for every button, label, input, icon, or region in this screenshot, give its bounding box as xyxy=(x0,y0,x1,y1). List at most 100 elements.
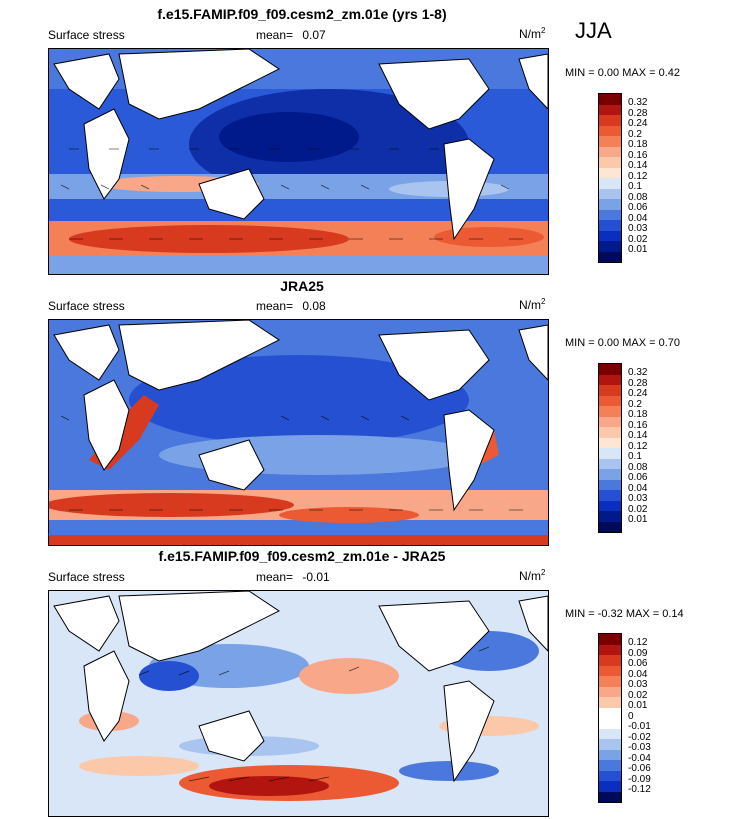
min-value: 0.00 xyxy=(597,67,620,79)
colorbar-swatch xyxy=(599,791,621,802)
colorbar-swatch xyxy=(599,469,621,480)
mean-label: mean= xyxy=(256,570,294,584)
max-value: 0.42 xyxy=(658,67,681,79)
colorbar-swatch xyxy=(599,770,621,781)
colorbar-swatch xyxy=(599,718,621,729)
colorbar-tick-label: 0.02 xyxy=(628,233,648,245)
mean-value: -0.01 xyxy=(302,570,330,584)
colorbar-tick-label: 0.1 xyxy=(628,181,642,192)
panel-3-variable-label: Surface stress xyxy=(48,570,125,584)
colorbar-tick-label: 0.24 xyxy=(628,118,648,129)
colorbar-swatch xyxy=(599,500,621,511)
colorbar-swatch xyxy=(599,146,621,157)
panel-2-minmax: MIN = 0.00 MAX = 0.70 xyxy=(565,337,680,349)
min-label: MIN = xyxy=(565,337,595,349)
colorbar-swatch xyxy=(599,760,621,771)
colorbar-swatch xyxy=(599,739,621,750)
panel-2-variable-label: Surface stress xyxy=(48,299,125,313)
colorbar-swatch xyxy=(599,521,621,532)
colorbar-swatch xyxy=(599,686,621,697)
panel-3-title: f.e15.FAMIP.f09_f09.cesm2_zm.01e - JRA25 xyxy=(158,548,446,564)
colorbar-tick-label: 0.32 xyxy=(628,367,648,378)
mean-value: 0.07 xyxy=(302,28,326,42)
colorbar-tick-label: -0.04 xyxy=(628,752,651,764)
colorbar-tick-label: 0.14 xyxy=(628,160,648,171)
panel-2-units: N/m2 xyxy=(519,297,545,312)
colorbar-tick-label: 0.03 xyxy=(628,679,648,690)
colorbar-tick-label: -0.02 xyxy=(628,731,651,743)
panel-3-units: N/m2 xyxy=(519,568,545,583)
panel-1-colorbar xyxy=(598,93,622,263)
colorbar-swatch xyxy=(599,634,621,645)
panel-2-colorbar xyxy=(598,363,622,533)
season-label: JJA xyxy=(575,18,612,43)
colorbar-swatch xyxy=(599,230,621,241)
panel-3-colorbar xyxy=(598,633,622,803)
colorbar-swatch xyxy=(599,157,621,168)
colorbar-tick-label: -0.12 xyxy=(628,784,651,795)
colorbar-tick-label: 0.14 xyxy=(628,430,648,441)
colorbar-swatch xyxy=(599,406,621,417)
colorbar-tick-label: 0.18 xyxy=(628,409,648,420)
panel-1-map-svg xyxy=(49,49,548,274)
colorbar-swatch xyxy=(599,220,621,231)
colorbar-tick-label: 0.03 xyxy=(628,493,648,504)
units-exponent: 2 xyxy=(541,297,546,306)
colorbar-swatch xyxy=(599,167,621,178)
panel-1-variable-label: Surface stress xyxy=(48,28,125,42)
colorbar-swatch xyxy=(599,644,621,655)
min-label: MIN = xyxy=(565,67,595,79)
colorbar-swatch xyxy=(599,188,621,199)
colorbar-swatch xyxy=(599,781,621,792)
colorbar-tick-label: 0.02 xyxy=(628,689,648,701)
colorbar-tick-label: 0.01 xyxy=(628,700,648,711)
colorbar-swatch xyxy=(599,665,621,676)
colorbar-tick-label: 0.18 xyxy=(628,139,648,150)
panel-1-mean: mean= 0.07 xyxy=(256,28,326,42)
panel-2-map xyxy=(48,319,549,546)
units-base: N/m xyxy=(519,27,541,41)
colorbar-tick-label: 0.2 xyxy=(628,128,642,140)
colorbar-swatch xyxy=(599,241,621,252)
colorbar-tick-label: 0 xyxy=(628,710,634,722)
colorbar-tick-label: 0.01 xyxy=(628,244,648,255)
units-base: N/m xyxy=(519,298,541,312)
colorbar-tick-label: -0.09 xyxy=(628,773,651,785)
panel-1-minmax: MIN = 0.00 MAX = 0.42 xyxy=(565,67,680,79)
colorbar-swatch xyxy=(599,94,621,105)
colorbar-tick-label: 0.03 xyxy=(628,223,648,234)
max-label: MAX = xyxy=(622,67,656,79)
colorbar-tick-label: 0.08 xyxy=(628,191,648,203)
colorbar-tick-label: 0.32 xyxy=(628,97,648,108)
max-value: 0.14 xyxy=(662,608,684,620)
colorbar-swatch xyxy=(599,511,621,522)
colorbar-swatch xyxy=(599,448,621,459)
max-label: MAX = xyxy=(622,337,656,349)
colorbar-tick-label: 0.12 xyxy=(628,170,648,182)
panel-2-map-svg xyxy=(49,320,548,545)
colorbar-swatch xyxy=(599,115,621,126)
colorbar-swatch xyxy=(599,385,621,396)
colorbar-swatch xyxy=(599,655,621,666)
units-base: N/m xyxy=(519,569,541,583)
min-value: 0.00 xyxy=(597,337,620,349)
colorbar-tick-label: 0.16 xyxy=(628,419,648,431)
colorbar-tick-label: -0.01 xyxy=(628,721,651,732)
colorbar-tick-label: -0.06 xyxy=(628,763,651,774)
mean-label: mean= xyxy=(256,299,294,313)
colorbar-swatch xyxy=(599,251,621,262)
min-value: -0.32 xyxy=(597,608,623,620)
colorbar-swatch xyxy=(599,416,621,427)
colorbar-swatch xyxy=(599,707,621,718)
colorbar-swatch xyxy=(599,136,621,147)
mean-label: mean= xyxy=(256,28,294,42)
panel-3-minmax: MIN = -0.32 MAX = 0.14 xyxy=(565,608,684,620)
colorbar-tick-label: 0.06 xyxy=(628,202,648,213)
colorbar-tick-label: 0.28 xyxy=(628,377,648,389)
colorbar-swatch xyxy=(599,676,621,687)
colorbar-tick-label: 0.16 xyxy=(628,149,648,161)
colorbar-tick-label: 0.04 xyxy=(628,482,648,494)
colorbar-swatch xyxy=(599,199,621,210)
panel-1-title: f.e15.FAMIP.f09_f09.cesm2_zm.01e (yrs 1-… xyxy=(157,6,447,22)
panel-2-title: JRA25 xyxy=(280,278,324,294)
